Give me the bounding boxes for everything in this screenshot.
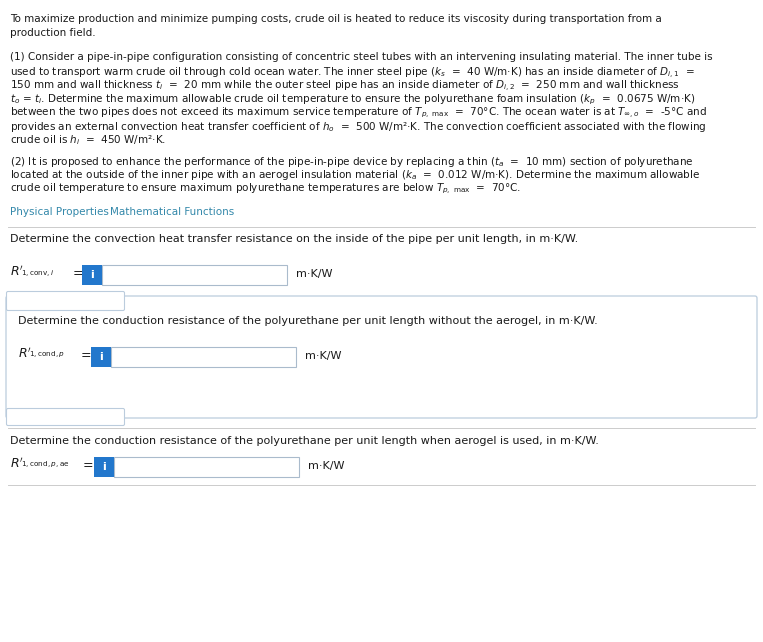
Text: $R'$: $R'$: [18, 347, 32, 361]
Text: (2) It is proposed to enhance the performance of the pipe-in-pipe device by repl: (2) It is proposed to enhance the perfor…: [10, 155, 694, 169]
Text: $=$: $=$: [80, 457, 94, 470]
Text: Mathematical Functions: Mathematical Functions: [110, 207, 234, 217]
Text: between the two pipes does not exceed its maximum service temperature of $T_{p,\: between the two pipes does not exceed it…: [10, 106, 707, 121]
Bar: [94, 457, 114, 477]
FancyBboxPatch shape: [7, 291, 124, 311]
Text: provides an external convection heat transfer coefficient of $h_o$  =  500 W/m²·: provides an external convection heat tra…: [10, 119, 707, 134]
Text: 150 mm and wall thickness $t_i$  =  20 mm while the outer steel pipe has an insi: 150 mm and wall thickness $t_i$ = 20 mm …: [10, 79, 680, 94]
Text: i: i: [102, 462, 106, 472]
Text: To maximize production and minimize pumping costs, crude oil is heated to reduce: To maximize production and minimize pump…: [10, 14, 662, 24]
Text: $=$: $=$: [78, 347, 92, 360]
Text: Determine the convection heat transfer resistance on the inside of the pipe per : Determine the convection heat transfer r…: [10, 234, 578, 244]
Bar: [114, 457, 299, 477]
FancyBboxPatch shape: [6, 296, 757, 418]
Text: $=$: $=$: [70, 265, 84, 278]
Text: Physical Properties: Physical Properties: [10, 207, 109, 217]
Bar: [111, 347, 296, 367]
Text: $_{1,\mathrm{cond},p,\mathrm{ae}}$: $_{1,\mathrm{cond},p,\mathrm{ae}}$: [21, 460, 69, 470]
Text: m·K/W: m·K/W: [296, 269, 333, 279]
Text: $_{1,\mathrm{conv},i}$: $_{1,\mathrm{conv},i}$: [21, 268, 54, 279]
Text: production field.: production field.: [10, 28, 95, 37]
Text: crude oil is $h_i$  =  450 W/m²·K.: crude oil is $h_i$ = 450 W/m²·K.: [10, 133, 166, 147]
Text: Determine the conduction resistance of the polyurethane per unit length when aer: Determine the conduction resistance of t…: [10, 436, 599, 446]
Bar: [82, 265, 102, 285]
Text: used to transport warm crude oil through cold ocean water. The inner steel pipe : used to transport warm crude oil through…: [10, 65, 695, 81]
Text: $R'$: $R'$: [10, 457, 24, 471]
Text: crude oil temperature to ensure maximum polyurethane temperatures are below $T_{: crude oil temperature to ensure maximum …: [10, 182, 521, 196]
Text: i: i: [90, 270, 94, 280]
Text: located at the outside of the inner pipe with an aerogel insulation material ($k: located at the outside of the inner pipe…: [10, 168, 700, 182]
Text: $_{1,\mathrm{cond},p}$: $_{1,\mathrm{cond},p}$: [29, 350, 65, 360]
Text: i: i: [99, 352, 103, 362]
Text: Determine the conduction resistance of the polyurethane per unit length without : Determine the conduction resistance of t…: [18, 316, 597, 326]
FancyBboxPatch shape: [7, 408, 124, 426]
Text: (1) Consider a pipe-in-pipe configuration consisting of concentric steel tubes w: (1) Consider a pipe-in-pipe configuratio…: [10, 52, 713, 62]
Text: m·K/W: m·K/W: [305, 351, 342, 361]
Text: $t_o$ = $t_i$. Determine the maximum allowable crude oil temperature to ensure t: $t_o$ = $t_i$. Determine the maximum all…: [10, 92, 695, 107]
Bar: [91, 347, 111, 367]
Bar: [102, 265, 287, 285]
Text: $R'$: $R'$: [10, 265, 24, 279]
Text: m·K/W: m·K/W: [308, 461, 345, 471]
